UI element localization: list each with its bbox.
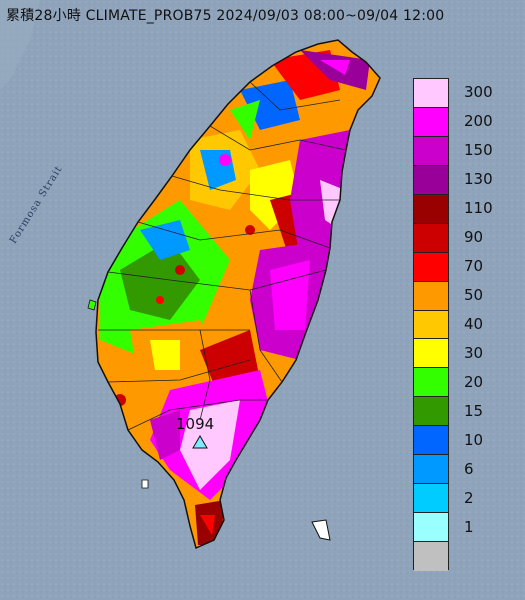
max-rainfall-value: 1094 <box>176 415 215 433</box>
legend-label: 90 <box>464 228 484 247</box>
legend-label: 6 <box>464 459 474 478</box>
legend-swatch <box>414 136 448 166</box>
legend-swatch <box>414 252 448 282</box>
legend-label: 50 <box>464 286 484 305</box>
green-island <box>311 519 331 541</box>
legend-swatch <box>414 339 448 369</box>
legend-swatch <box>414 368 448 398</box>
legend-label: 70 <box>464 257 484 276</box>
legend-swatch <box>414 107 448 137</box>
legend-label: 10 <box>464 430 484 449</box>
penghu-island <box>87 299 97 311</box>
legend-label: 40 <box>464 315 484 333</box>
legend-swatch <box>414 223 448 253</box>
rainfall-legend <box>413 78 449 571</box>
legend-swatch <box>414 194 448 224</box>
legend-label: 110 <box>464 199 493 218</box>
legend-swatch <box>414 397 448 427</box>
legend-label: 130 <box>464 170 493 189</box>
mainland-coast <box>0 0 40 90</box>
legend-label: 20 <box>464 372 484 391</box>
map-title: 累積28小時 CLIMATE_PROB75 2024/09/03 08:00~0… <box>6 8 445 24</box>
triangle-marker-icon <box>192 435 208 449</box>
legend-swatch <box>414 165 448 195</box>
legend-swatch <box>414 79 448 108</box>
legend-label: 200 <box>464 112 493 131</box>
legend-swatch <box>414 310 448 340</box>
legend-swatch <box>414 513 448 542</box>
legend-swatch <box>414 281 448 311</box>
xiaoliuqiu-island <box>141 479 149 489</box>
legend-swatch <box>414 542 448 571</box>
legend-label: 300 <box>464 83 493 102</box>
legend-swatch <box>414 484 448 514</box>
legend-label: 150 <box>464 141 493 160</box>
legend-label: 1 <box>464 517 474 536</box>
legend-label: 15 <box>464 401 484 420</box>
island-outline <box>95 39 381 550</box>
legend-swatch <box>414 455 448 485</box>
legend-label: 2 <box>464 488 474 507</box>
legend-swatch <box>414 426 448 456</box>
legend-label: 30 <box>464 343 484 362</box>
county-boundaries <box>98 81 347 431</box>
